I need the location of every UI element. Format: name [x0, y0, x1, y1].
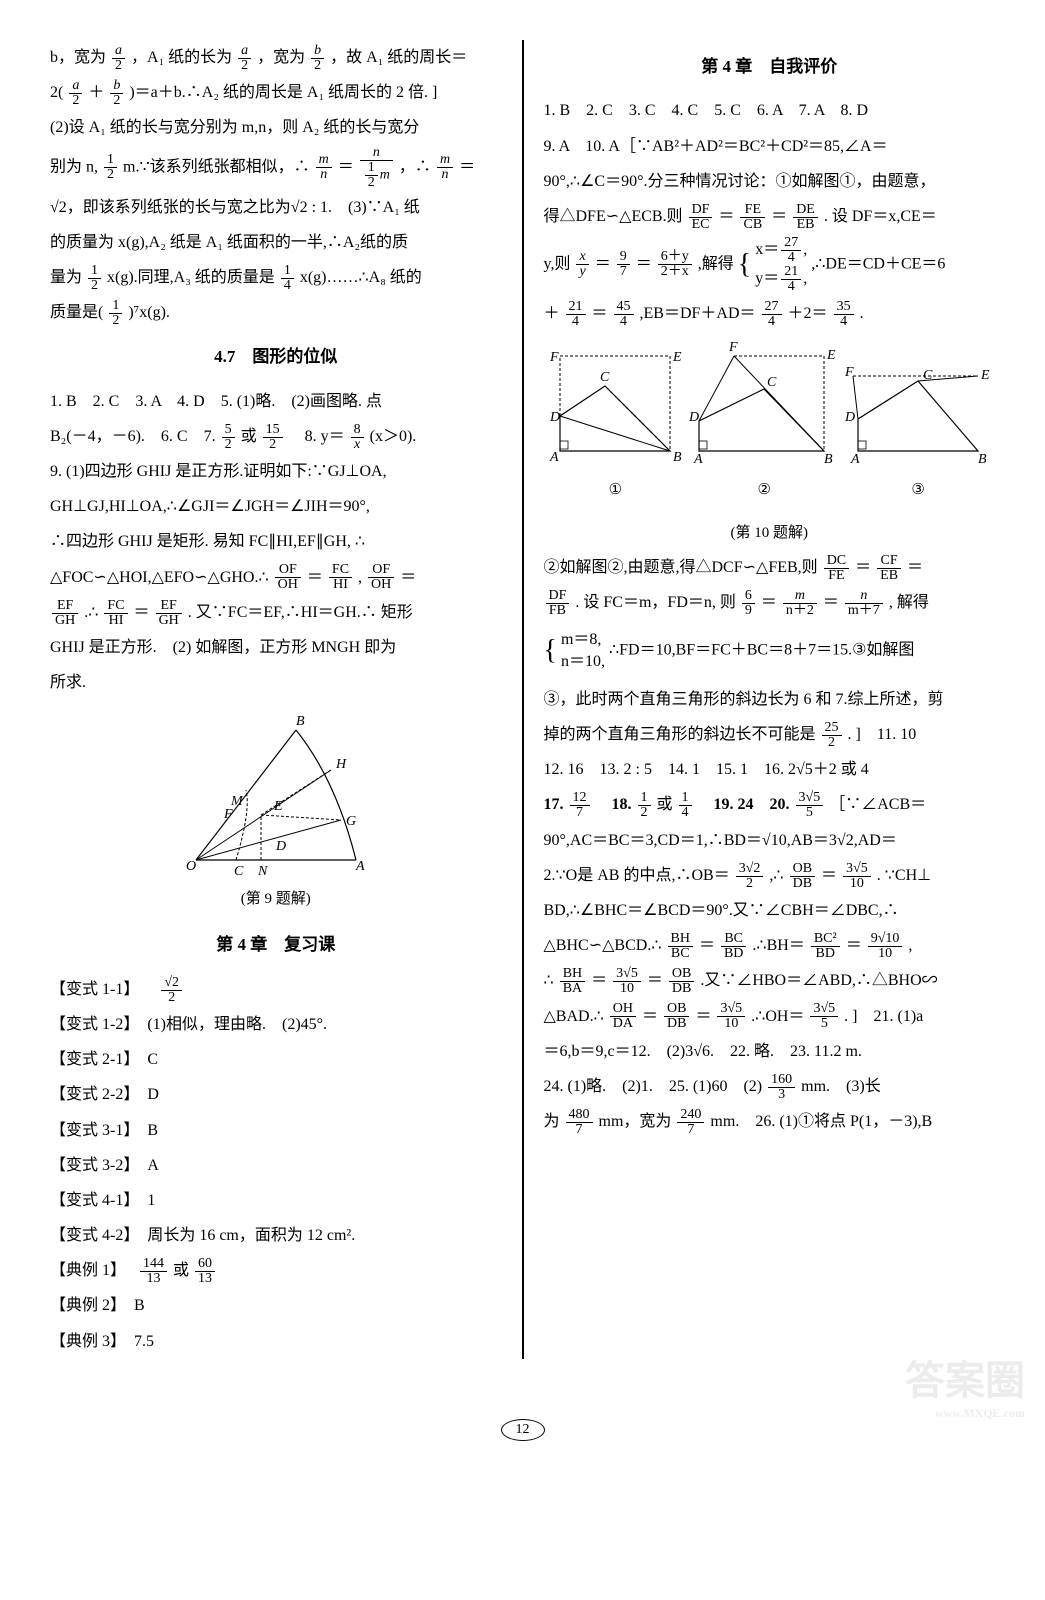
diagram-caption: (第 9 题解) — [50, 883, 502, 916]
svg-text:D: D — [549, 410, 560, 425]
svg-text:D: D — [844, 410, 855, 425]
svg-text:C: C — [767, 375, 777, 390]
column-divider — [522, 40, 524, 1359]
svg-text:B: B — [296, 714, 305, 729]
svg-text:C: C — [923, 368, 933, 383]
svg-text:A: A — [850, 452, 860, 467]
math-paragraph: 2( a2 ＋ b2 )＝a＋b.∴A₂ 纸的周长是 A₁ 纸周长的 2 倍. … — [50, 75, 502, 110]
math-paragraph: (2)设 A₁ 纸的长与宽分别为 m,n，则 A₂ 纸的长与宽分 — [50, 110, 502, 145]
svg-text:E: E — [273, 799, 283, 814]
svg-text:F: F — [223, 807, 233, 822]
geometry-diagram-icon: O C N A B H G M F E D — [176, 710, 376, 880]
svg-text:N: N — [257, 864, 268, 879]
diagram-caption-q10: (第 10 题解) — [544, 517, 996, 550]
svg-text:D: D — [689, 410, 699, 425]
page-number: 12 — [0, 1419, 1045, 1441]
left-column: b，宽为 a2 ，A₁ 纸的长为 a2 ，宽为 b2 ，故 A₁ 纸的周长＝ 2… — [50, 40, 502, 1359]
right-column: 第 4 章 自我评价 1. B 2. C 3. C 4. C 5. C 6. A… — [544, 40, 996, 1359]
svg-text:F: F — [728, 341, 738, 355]
triangle-diagram-3: F E C D A B ③ — [843, 361, 993, 507]
triangle-diagram-2: F E C D A B ② — [689, 341, 839, 507]
svg-text:O: O — [186, 859, 196, 874]
svg-text:F: F — [549, 350, 559, 365]
svg-text:A: A — [549, 450, 559, 465]
text: b，宽为 — [50, 49, 106, 66]
section-title-47: 4.7 图形的位似 — [50, 338, 502, 375]
svg-text:C: C — [600, 370, 610, 385]
diagram-q9: O C N A B H G M F E D (第 9 题解) — [50, 710, 502, 916]
svg-text:G: G — [346, 814, 356, 829]
page-content: b，宽为 a2 ，A₁ 纸的长为 a2 ，宽为 b2 ，故 A₁ 纸的周长＝ 2… — [0, 0, 1045, 1399]
triangle-diagram-1: F E C D A B ① — [545, 341, 685, 507]
svg-text:B: B — [824, 452, 833, 467]
svg-text:D: D — [275, 839, 286, 854]
math-paragraph: b，宽为 a2 ，A₁ 纸的长为 a2 ，宽为 b2 ，故 A₁ 纸的周长＝ — [50, 40, 502, 75]
math-paragraph: 别为 n, 12 m.∵该系列纸张都相似，∴ mn ＝ n 12m ，∴ mn … — [50, 146, 502, 190]
svg-text:B: B — [978, 452, 987, 467]
svg-text:E: E — [980, 368, 990, 383]
svg-text:A: A — [355, 859, 365, 874]
section-title-chapter4-review: 第 4 章 复习课 — [50, 926, 502, 963]
svg-text:B: B — [673, 450, 682, 465]
svg-text:C: C — [234, 864, 244, 879]
diagram-row-q10: F E C D A B ① F E C — [544, 341, 996, 507]
svg-text:H: H — [335, 757, 347, 772]
svg-text:E: E — [826, 348, 836, 363]
svg-text:F: F — [844, 365, 854, 380]
svg-text:E: E — [672, 350, 682, 365]
svg-text:A: A — [693, 452, 703, 467]
section-title-chapter4-self: 第 4 章 自我评价 — [544, 48, 996, 85]
